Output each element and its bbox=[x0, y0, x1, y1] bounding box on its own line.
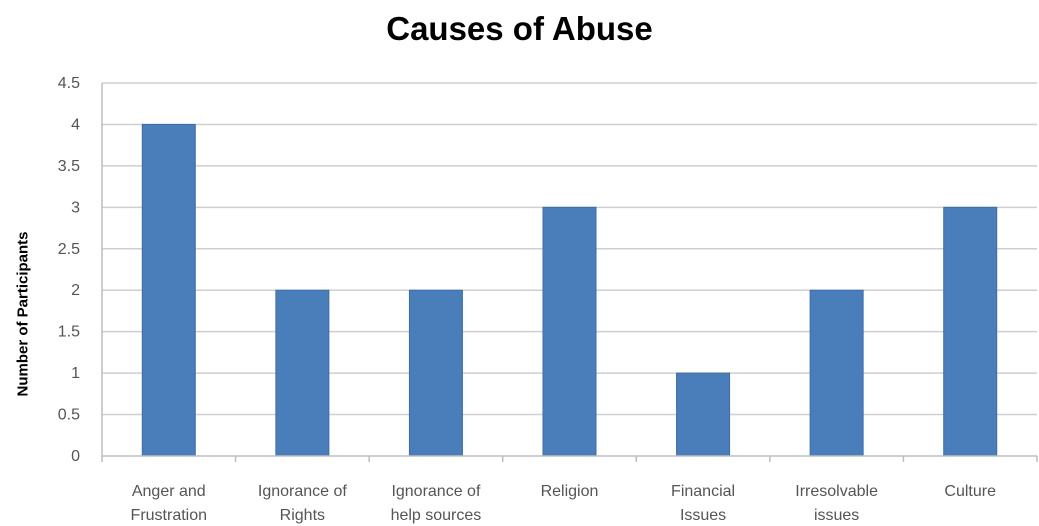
x-tick-label-line: Issues bbox=[680, 507, 726, 524]
x-tick-label-line: Culture bbox=[944, 483, 996, 500]
x-tick-label-line: issues bbox=[814, 507, 859, 524]
x-tick-label: Financial Issues bbox=[671, 483, 735, 524]
chart-title: Causes of Abuse bbox=[386, 10, 653, 47]
x-tick-label: Religion bbox=[541, 483, 599, 500]
x-tick-label: Ignorance of help sources bbox=[391, 483, 482, 524]
x-tick-label-line: Ignorance of bbox=[391, 483, 481, 500]
bar bbox=[141, 123, 196, 457]
y-tick-label: 2.5 bbox=[58, 241, 80, 258]
x-tick-label-line: Religion bbox=[541, 483, 599, 500]
bar bbox=[943, 206, 998, 457]
y-tick-label: 4 bbox=[71, 116, 80, 133]
y-tick-label: 3.5 bbox=[58, 158, 80, 175]
x-tick-label: Ignorance of Rights bbox=[258, 483, 348, 524]
bar bbox=[809, 289, 864, 457]
y-tick-label: 2 bbox=[71, 282, 80, 299]
bar bbox=[275, 289, 330, 457]
y-tick-label: 0 bbox=[71, 448, 80, 465]
bar bbox=[542, 206, 597, 457]
x-tick-label-line: Financial bbox=[671, 483, 735, 500]
x-tick-label-line: Irresolvable bbox=[795, 483, 878, 500]
x-tick-label: Irresolvable issues bbox=[795, 483, 878, 524]
y-tick-labels: 0 0.5 1 1.5 2 2.5 3 3.5 4 4.5 bbox=[58, 75, 80, 465]
x-tick-label-line: Ignorance of bbox=[258, 483, 348, 500]
y-tick-label: 3 bbox=[71, 199, 80, 216]
bar bbox=[676, 372, 731, 457]
x-tick-label: Anger and Frustration bbox=[131, 483, 207, 524]
x-tick-label-line: Anger and bbox=[132, 483, 206, 500]
bars bbox=[141, 123, 998, 457]
y-tick-label: 1 bbox=[71, 365, 80, 382]
axes bbox=[101, 83, 1038, 462]
y-tick-label: 1.5 bbox=[58, 324, 80, 341]
x-tick-label-line: help sources bbox=[391, 507, 482, 524]
y-tick-label: 0.5 bbox=[58, 407, 80, 424]
x-tick-label-line: Frustration bbox=[131, 507, 207, 524]
x-tick-label: Culture bbox=[944, 483, 996, 500]
y-tick-label: 4.5 bbox=[58, 75, 80, 92]
bar bbox=[408, 289, 463, 457]
x-tick-label-line: Rights bbox=[280, 507, 325, 524]
